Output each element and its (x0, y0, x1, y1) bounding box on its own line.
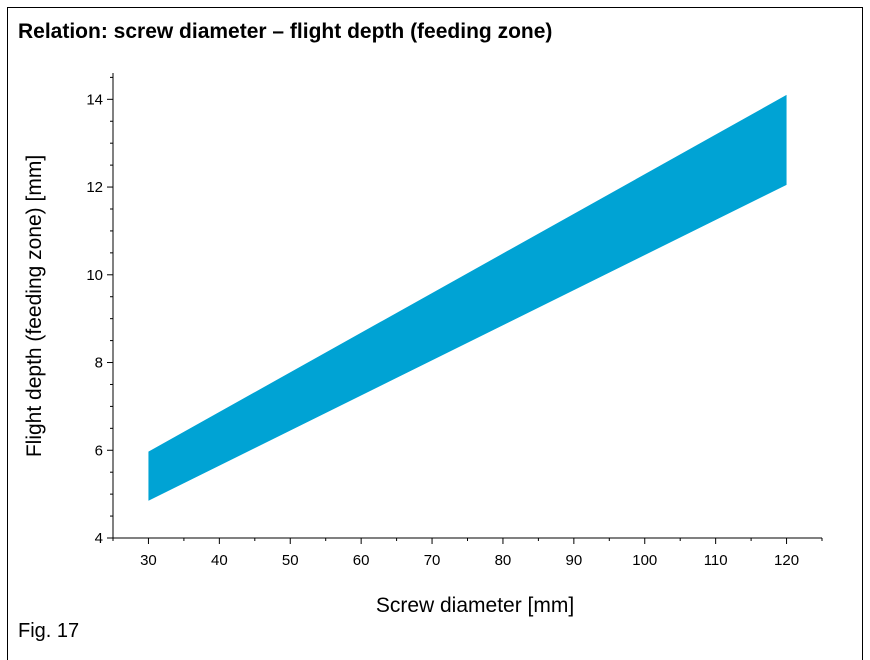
y-tick-label-12: 12 (86, 179, 103, 196)
x-tick-label-110: 110 (704, 552, 728, 569)
x-tick-label-70: 70 (424, 552, 441, 569)
x-axis-label: Screw diameter [mm] (376, 594, 574, 617)
x-tick-label-40: 40 (211, 552, 228, 569)
y-tick-label-14: 14 (86, 91, 103, 108)
x-tick-label-50: 50 (282, 552, 299, 569)
x-tick-label-80: 80 (495, 552, 512, 569)
y-tick-label-6: 6 (95, 442, 103, 459)
y-tick-label-8: 8 (95, 355, 103, 372)
chart-title: Relation: screw diameter – flight depth … (18, 20, 553, 43)
y-axis-label: Flight depth (feeding zone) [mm] (23, 155, 46, 457)
x-tick-label-120: 120 (774, 552, 799, 569)
flight-depth-band-0 (148, 94, 787, 501)
x-tick-label-100: 100 (632, 552, 657, 569)
figure-frame (7, 7, 863, 660)
ticks: 30 40 50 60 70 80 90 100 110 120 4 6 8 10 12 14 (86, 76, 823, 569)
figure-caption: Fig. 17 (18, 620, 80, 642)
band-layer (148, 94, 787, 501)
y-tick-label-10: 10 (86, 267, 103, 284)
x-tick-label-90: 90 (566, 552, 583, 569)
x-tick-label-30: 30 (140, 552, 157, 569)
x-tick-label-60: 60 (353, 552, 370, 569)
y-tick-label-4: 4 (95, 530, 103, 547)
